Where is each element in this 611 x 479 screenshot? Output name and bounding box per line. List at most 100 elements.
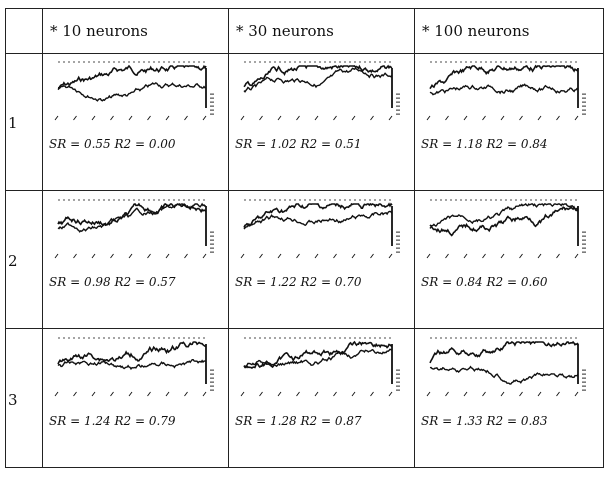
x-tick (128, 253, 133, 259)
mini-plot (54, 61, 214, 121)
x-tick (370, 115, 374, 121)
x-tick (537, 115, 542, 121)
benchmark-curve (429, 83, 579, 96)
grid-line (5, 328, 604, 329)
x-tick (333, 391, 337, 397)
x-tick (500, 115, 505, 121)
column-header-30: * 30 neurons (236, 22, 334, 40)
x-tick (147, 391, 151, 397)
x-tick (314, 253, 319, 259)
x-tick (184, 253, 188, 259)
grid-line (5, 467, 604, 468)
cell-caption: SR = 1.22 R2 = 0.70 (235, 275, 362, 289)
grid-line (603, 8, 604, 468)
cell-caption: SR = 1.18 R2 = 0.84 (421, 137, 548, 151)
strategy-curve (243, 202, 393, 228)
cell-caption: SR = 1.28 R2 = 0.87 (235, 414, 362, 428)
x-tick (519, 115, 523, 121)
x-tick (482, 115, 486, 121)
x-tick (351, 253, 356, 259)
grid-line (5, 53, 604, 54)
benchmark-curve (243, 348, 393, 368)
benchmark-curve (243, 210, 393, 230)
x-tick (110, 115, 114, 121)
column-header-10: * 10 neurons (50, 22, 148, 40)
cell-caption: SR = 0.84 R2 = 0.60 (421, 275, 548, 289)
mini-plot (54, 337, 214, 397)
x-tick (351, 115, 356, 121)
x-tick (54, 253, 59, 259)
cell-caption: SR = 1.24 R2 = 0.79 (49, 414, 176, 428)
x-tick (259, 115, 263, 121)
x-tick (54, 115, 59, 121)
grid-line (5, 8, 6, 468)
grid-line (228, 8, 229, 468)
strategy-curve (57, 341, 207, 365)
x-tick (240, 115, 245, 121)
x-tick (240, 391, 245, 397)
x-tick (277, 115, 282, 121)
x-tick (91, 253, 96, 259)
cell-caption: SR = 1.33 R2 = 0.83 (421, 414, 548, 428)
x-tick (500, 391, 505, 397)
x-tick (110, 253, 114, 259)
x-tick (388, 253, 393, 259)
x-tick (370, 253, 374, 259)
x-tick (314, 115, 319, 121)
x-tick (500, 253, 505, 259)
x-tick (147, 115, 151, 121)
mini-plot (240, 199, 400, 259)
grid-line (5, 8, 604, 9)
x-tick (388, 115, 393, 121)
x-tick (426, 253, 431, 259)
x-tick (556, 391, 560, 397)
x-tick (445, 115, 449, 121)
column-header-100: * 100 neurons (422, 22, 530, 40)
x-tick (202, 253, 207, 259)
row-label-2: 2 (8, 252, 18, 270)
x-tick (537, 391, 542, 397)
x-tick (426, 115, 431, 121)
x-tick (333, 253, 337, 259)
mini-plot (240, 337, 400, 397)
x-tick (519, 253, 523, 259)
x-tick (277, 391, 282, 397)
x-tick (165, 115, 170, 121)
x-tick (184, 115, 188, 121)
x-tick (482, 391, 486, 397)
mini-plot (54, 199, 214, 259)
x-tick (202, 391, 207, 397)
x-tick (165, 253, 170, 259)
x-tick (73, 391, 77, 397)
benchmark-curve (57, 202, 207, 233)
x-tick (574, 253, 579, 259)
benchmark-curve (429, 202, 579, 229)
grid-line (414, 8, 415, 468)
benchmark-curve (429, 365, 579, 385)
grid-line (42, 8, 43, 468)
x-tick (277, 253, 282, 259)
x-tick (54, 391, 59, 397)
benchmark-curve (57, 82, 207, 102)
x-tick (259, 253, 263, 259)
benchmark-curve (57, 359, 206, 371)
benchmark-curve (243, 67, 393, 93)
x-tick (91, 115, 96, 121)
x-tick (463, 253, 468, 259)
x-tick (73, 253, 77, 259)
cell-caption: SR = 0.98 R2 = 0.57 (49, 275, 176, 289)
x-tick (351, 391, 356, 397)
x-tick (333, 115, 337, 121)
x-tick (73, 115, 77, 121)
x-tick (91, 391, 96, 397)
mini-plot (240, 61, 400, 121)
x-tick (296, 253, 300, 259)
x-tick (314, 391, 319, 397)
strategy-curve (243, 340, 393, 369)
x-tick (426, 391, 431, 397)
x-tick (110, 391, 114, 397)
cell-caption: SR = 0.55 R2 = 0.00 (49, 137, 176, 151)
x-tick (463, 115, 468, 121)
x-tick (388, 391, 393, 397)
